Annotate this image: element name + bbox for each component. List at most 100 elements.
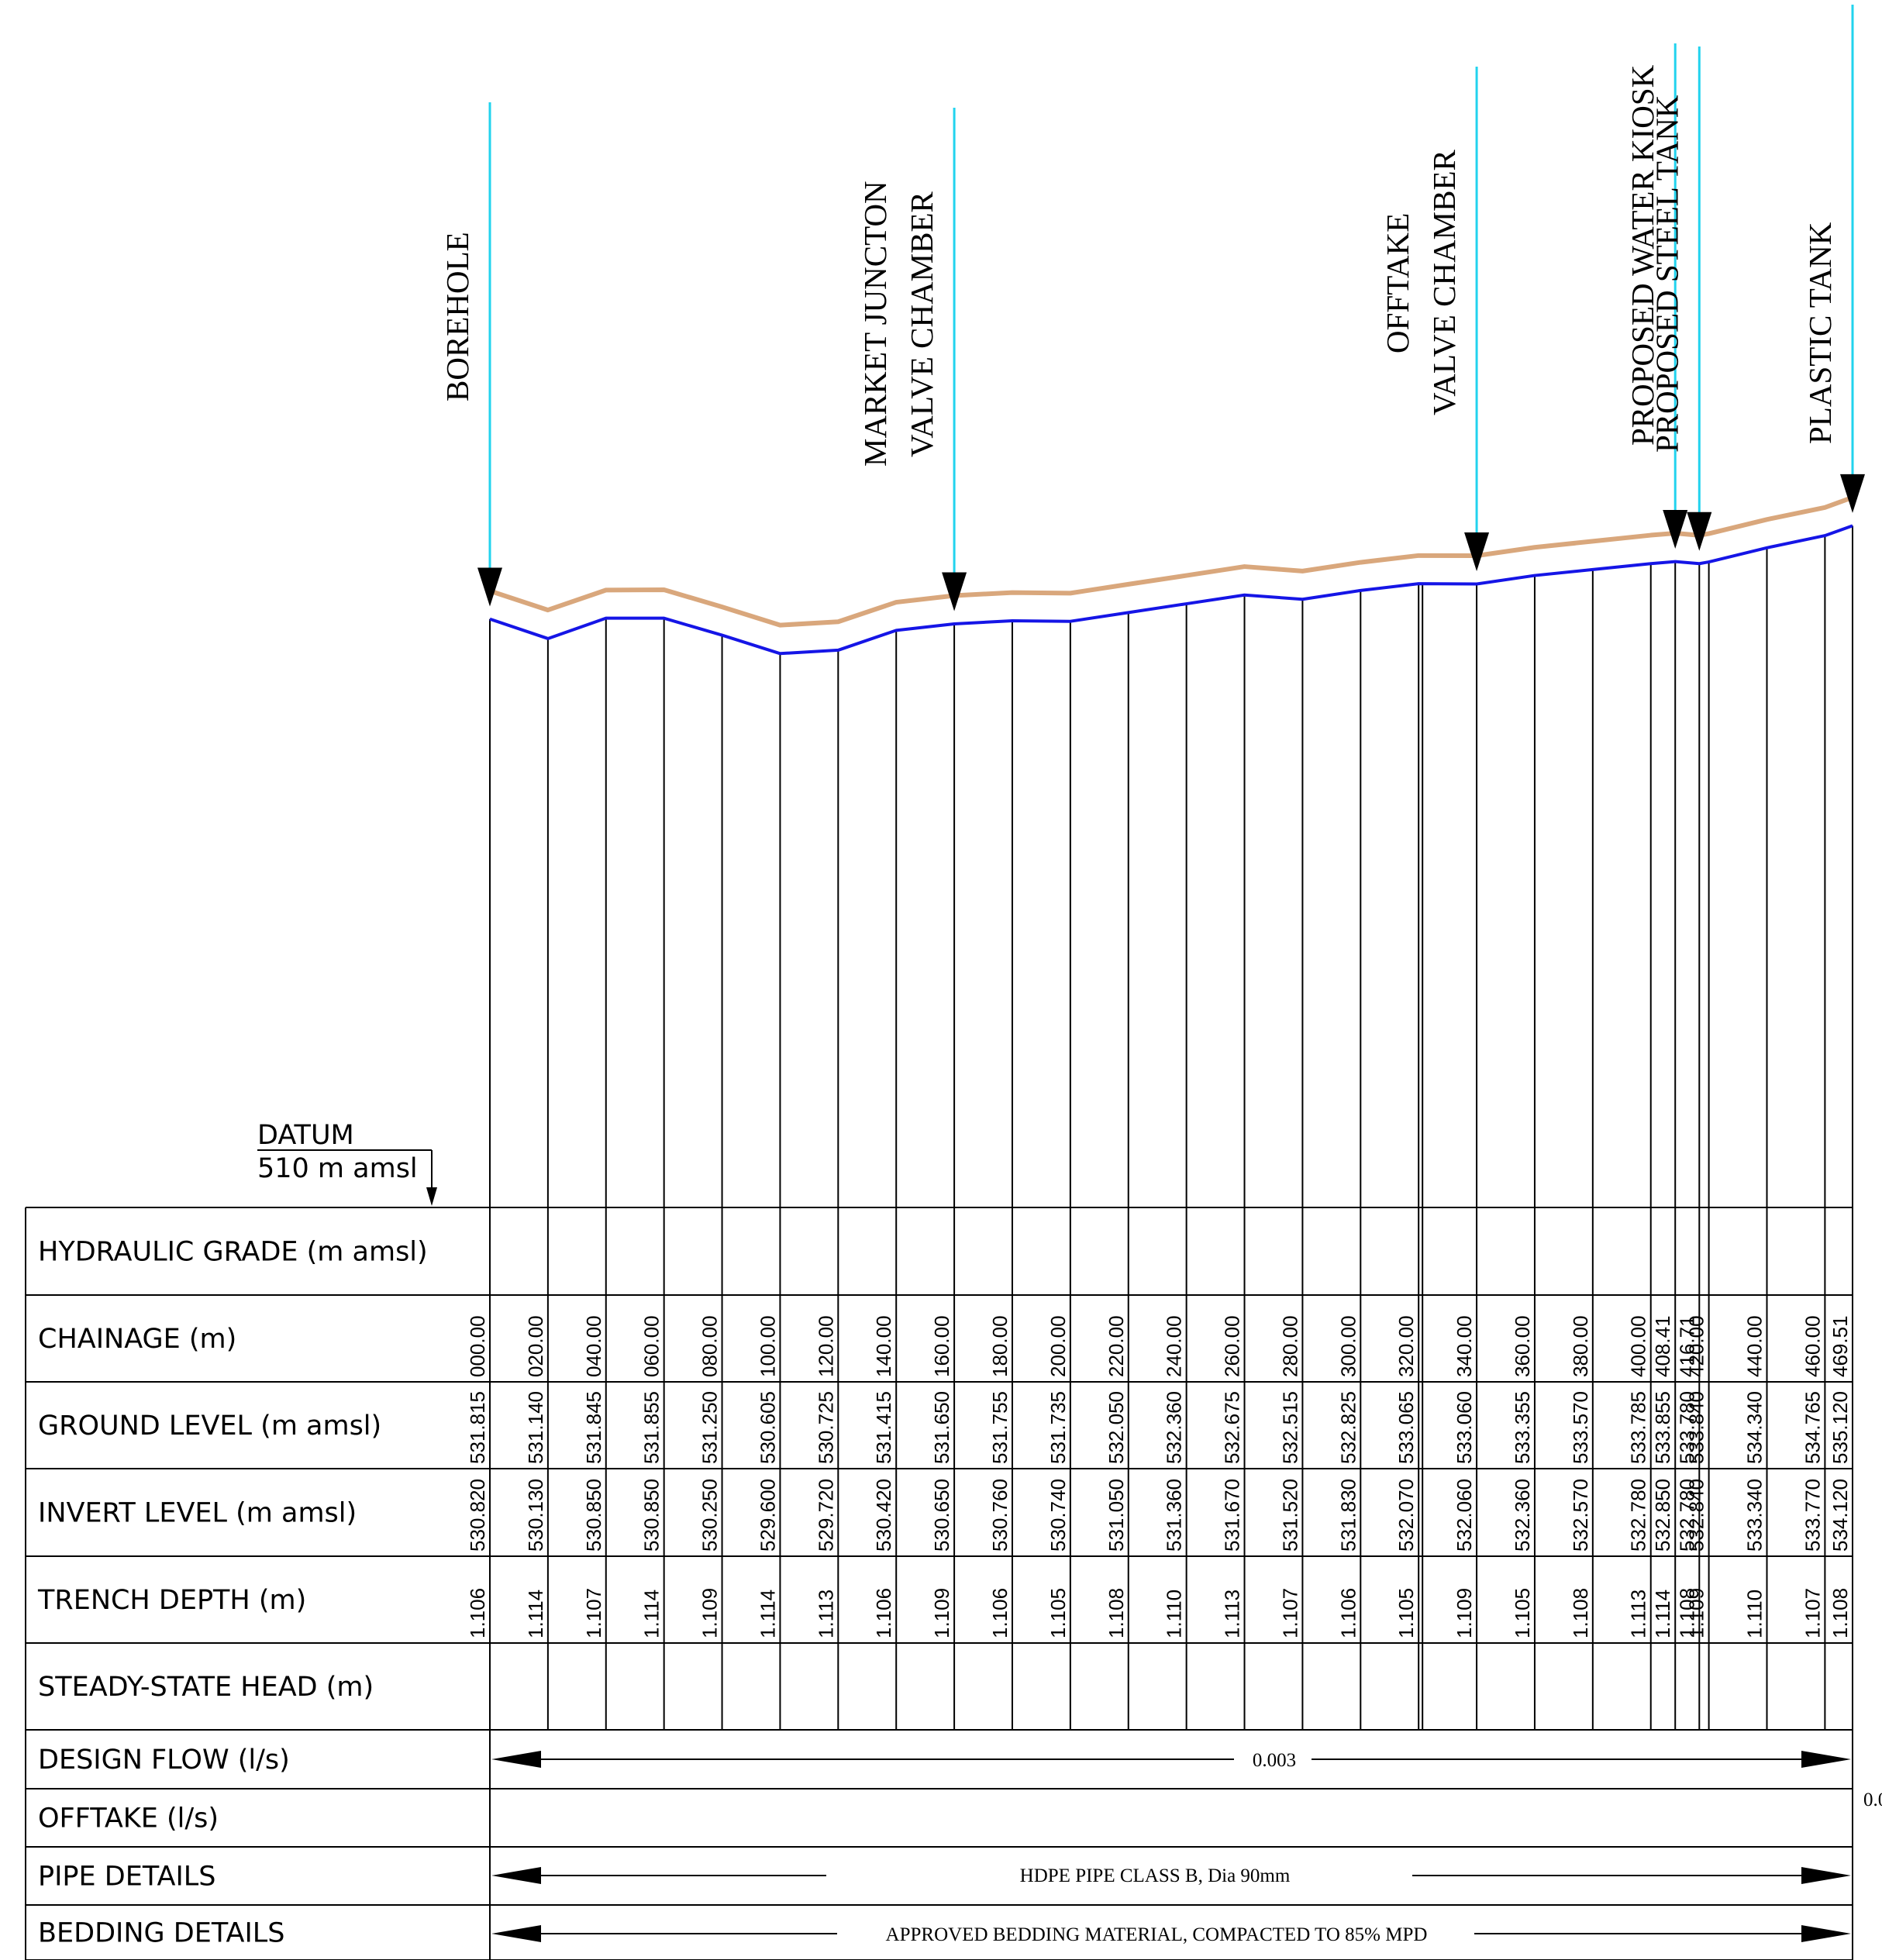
trench-depth-value: 1.110: [1163, 1590, 1186, 1638]
trench-depth-value: 1.114: [756, 1590, 779, 1638]
invert-level-value: 533.340: [1743, 1479, 1767, 1552]
trench-depth-value: 1.114: [1651, 1590, 1674, 1638]
invert-level-value: 530.250: [698, 1479, 722, 1552]
datum-label: DATUM: [257, 1120, 354, 1151]
chainage-value: 320.00: [1394, 1315, 1418, 1377]
feature-label: VALVE CHAMBER: [1426, 149, 1462, 415]
chainage-value: 460.00: [1801, 1315, 1824, 1377]
row-label-pipe: PIPE DETAILS: [38, 1862, 215, 1893]
invert-level-value: 530.760: [988, 1479, 1012, 1552]
trench-depth-value: 1.105: [1394, 1588, 1418, 1638]
ground-level-line: [489, 495, 1854, 628]
datum-marker: DATUM 510 m amsl: [257, 1120, 437, 1206]
ground-level-value: 533.780: [1675, 1391, 1698, 1464]
ground-level-value: 531.735: [1046, 1391, 1070, 1464]
invert-level-value: 531.360: [1163, 1479, 1186, 1552]
trench-depth-value: 1.109: [1685, 1588, 1708, 1638]
chainage-value: 260.00: [1221, 1315, 1244, 1377]
trench-depth-value: 1.108: [1569, 1588, 1592, 1638]
datum-value: 510 m amsl: [257, 1153, 418, 1184]
trench-depth-value: 1.106: [988, 1588, 1012, 1638]
row-label-hydraulic: HYDRAULIC GRADE (m amsl): [38, 1237, 428, 1268]
feature-label: PROPOSED STEEL TANK: [1649, 95, 1684, 453]
trench-depth-value: 1.106: [1336, 1588, 1360, 1638]
invert-level-value: 530.650: [930, 1479, 953, 1552]
pipe-details-arrow-left: [491, 1867, 541, 1884]
invert-level-value: 532.060: [1453, 1479, 1476, 1552]
chainage-value: 180.00: [988, 1315, 1012, 1377]
profile-layer: [489, 495, 1854, 1730]
ground-level-value: 532.515: [1278, 1391, 1301, 1464]
data-table: HYDRAULIC GRADE (m amsl) CHAINAGE (m) GROU…: [25, 1207, 1853, 1960]
invert-level-value: 529.600: [756, 1479, 779, 1552]
trench-depth-value: 1.107: [1278, 1588, 1301, 1638]
ground-level-value: 533.060: [1453, 1391, 1476, 1464]
ground-level-value: 534.765: [1801, 1391, 1824, 1464]
ground-level-value: 531.250: [698, 1391, 722, 1464]
chainage-value: 000.00: [466, 1315, 489, 1377]
feature-label: OFFTAKE: [1380, 213, 1415, 353]
row-label-trench: TRENCH DEPTH (m): [37, 1585, 306, 1616]
chainage-value: 020.00: [524, 1315, 547, 1377]
chainage-value: 380.00: [1569, 1315, 1592, 1377]
ground-level-value: 531.415: [872, 1391, 895, 1464]
feature-marker-arrow: [1840, 474, 1865, 513]
ground-level-value: 534.340: [1743, 1391, 1767, 1464]
ground-level-value: 531.140: [524, 1391, 547, 1464]
design-flow-next-value: 0.0: [1863, 1789, 1882, 1810]
row-label-offtake: OFFTAKE (l/s): [38, 1803, 219, 1834]
ground-level-value: 531.755: [988, 1391, 1012, 1464]
ground-level-value: 531.815: [466, 1391, 489, 1464]
invert-level-value: 531.520: [1278, 1479, 1301, 1552]
pipe-details-arrow-right: [1801, 1867, 1851, 1884]
trench-depth-value: 1.106: [466, 1588, 489, 1638]
invert-level-value: 532.850: [1651, 1479, 1674, 1552]
row-label-invert: INVERT LEVEL (m amsl): [38, 1498, 357, 1529]
row-label-head: STEADY-STATE HEAD (m): [38, 1672, 374, 1703]
trench-depth-value: 1.109: [1453, 1588, 1476, 1638]
trench-depth-value: 1.108: [1829, 1588, 1852, 1638]
ground-level-value: 530.725: [814, 1391, 837, 1464]
trench-depth-value: 1.110: [1743, 1590, 1767, 1638]
chainage-value: 340.00: [1453, 1315, 1476, 1377]
trench-depth-value: 1.107: [1801, 1588, 1824, 1638]
ground-level-value: 533.840: [1685, 1391, 1708, 1464]
invert-level-value: 534.120: [1829, 1479, 1852, 1552]
chainage-value: 240.00: [1163, 1315, 1186, 1377]
chainage-value: 040.00: [582, 1315, 605, 1377]
notes-layer: 0.003 0.0 HDPE PIPE CLASS B, Dia 90mm AP…: [886, 1750, 1882, 1945]
invert-level-value: 532.360: [1511, 1479, 1534, 1552]
ground-level-value: 533.355: [1511, 1391, 1534, 1464]
trench-depth-value: 1.114: [640, 1590, 664, 1638]
ground-level-value: 531.650: [930, 1391, 953, 1464]
trench-depth-value: 1.109: [930, 1588, 953, 1638]
ground-level-value: 532.360: [1163, 1391, 1186, 1464]
ground-level-value: 533.065: [1394, 1391, 1418, 1464]
row-label-flow: DESIGN FLOW (l/s): [38, 1745, 290, 1776]
trench-depth-value: 1.105: [1511, 1588, 1534, 1638]
ground-level-value: 533.570: [1569, 1391, 1592, 1464]
trench-depth-value: 1.107: [582, 1588, 605, 1638]
chainage-value: 300.00: [1336, 1315, 1360, 1377]
trench-depth-value: 1.113: [1627, 1590, 1650, 1638]
trench-depth-value: 1.106: [872, 1588, 895, 1638]
ground-level-value: 533.855: [1651, 1391, 1674, 1464]
design-flow-value: 0.003: [1253, 1750, 1296, 1771]
chainage-value: 100.00: [756, 1315, 779, 1377]
row-label-ground: GROUND LEVEL (m amsl): [38, 1411, 381, 1442]
invert-level-value: 530.740: [1046, 1479, 1070, 1552]
chainage-value: 280.00: [1278, 1315, 1301, 1377]
invert-level-value: 529.720: [814, 1479, 837, 1552]
datum-arrow: [426, 1187, 437, 1206]
invert-level-value: 533.770: [1801, 1479, 1824, 1552]
bedding-details-arrow-left: [491, 1925, 541, 1942]
invert-level-value: 531.050: [1105, 1479, 1128, 1552]
feature-label: PLASTIC TANK: [1802, 222, 1838, 444]
invert-level-value: 532.780: [1675, 1479, 1698, 1552]
chainage-value: 420.00: [1685, 1315, 1708, 1377]
ground-level-value: 531.845: [582, 1391, 605, 1464]
chainage-value: 440.00: [1743, 1315, 1767, 1377]
invert-level-value: 532.780: [1627, 1479, 1650, 1552]
design-flow-arrow-right: [1801, 1751, 1851, 1768]
